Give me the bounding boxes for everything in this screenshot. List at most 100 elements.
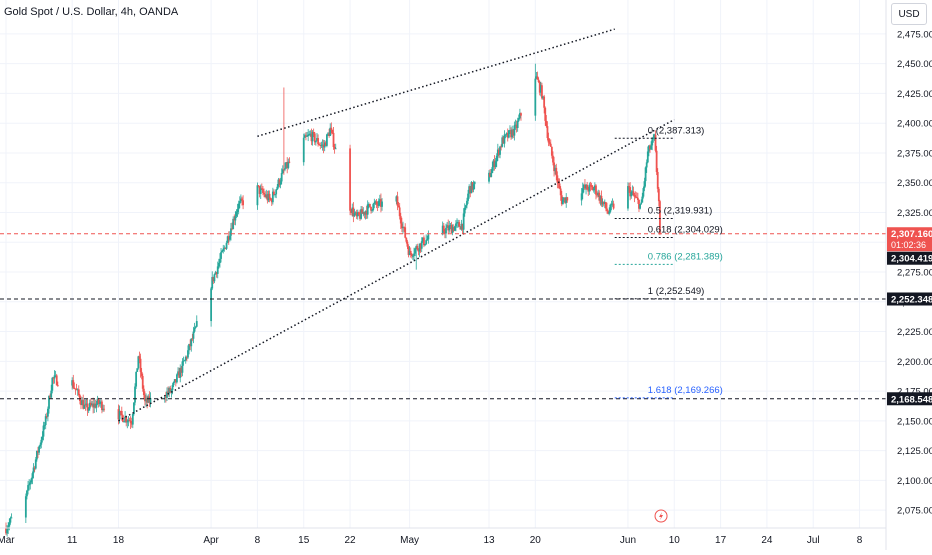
candle-body: [226, 236, 229, 243]
candle-body: [81, 400, 83, 406]
y-tick-label: 2,375.000: [897, 148, 932, 159]
candle-body: [408, 250, 411, 255]
candle-body: [313, 133, 316, 143]
candle-body: [219, 258, 221, 263]
candle-body: [549, 143, 552, 147]
candle-body: [88, 402, 91, 409]
candle-body: [467, 193, 469, 201]
candle-body: [561, 199, 564, 205]
candle-body: [84, 404, 87, 406]
candle-body: [553, 162, 555, 172]
y-tick-label: 2,325.000: [897, 208, 932, 219]
candle-body: [416, 246, 419, 250]
candle-body: [98, 403, 101, 405]
candle-body: [650, 145, 653, 150]
candle-body: [471, 182, 474, 190]
candle-body: [306, 136, 308, 137]
x-tick-label: 17: [715, 535, 727, 546]
candle-body: [71, 380, 74, 386]
candle-body: [395, 196, 398, 202]
candle-body: [421, 237, 424, 242]
candle-body: [170, 390, 173, 393]
candle-body: [356, 212, 359, 217]
candle-body: [103, 408, 106, 410]
candle-body: [597, 192, 600, 196]
candle-body: [397, 205, 400, 208]
candle-body: [172, 382, 175, 386]
candle-body: [163, 397, 166, 398]
candle-body: [464, 205, 467, 208]
candle-body: [354, 212, 357, 214]
candle-body: [126, 421, 129, 423]
candle-body: [6, 529, 9, 534]
candle-body: [447, 225, 450, 231]
candle-body: [423, 237, 425, 246]
candle-body: [370, 206, 372, 211]
candle-body: [269, 198, 272, 200]
candle-body: [350, 210, 353, 213]
candle-body: [445, 227, 447, 234]
candle-body: [463, 207, 466, 214]
candle-body: [654, 134, 657, 151]
candle-body: [462, 213, 465, 230]
candle-body: [29, 482, 32, 485]
candle-body: [230, 228, 232, 236]
candle-body: [330, 127, 333, 130]
candle-body: [141, 375, 144, 389]
candle-body: [413, 253, 415, 257]
candle-body: [227, 236, 230, 240]
candle-body: [128, 420, 131, 421]
candle-body: [127, 420, 130, 422]
candle-body: [303, 135, 306, 138]
candle-body: [280, 173, 283, 182]
candle-body: [41, 436, 44, 440]
candle-body: [257, 185, 260, 187]
candle-body: [78, 395, 81, 401]
candle-body: [95, 404, 98, 408]
currency-selector[interactable]: USD: [891, 3, 927, 25]
candle-body: [599, 195, 602, 201]
candle-body: [37, 450, 39, 453]
candle-body: [334, 148, 337, 150]
candle-body: [582, 184, 585, 189]
candle-body: [232, 218, 235, 230]
candle-body: [545, 120, 548, 127]
candle-body: [266, 194, 269, 201]
candle-body: [511, 129, 514, 138]
candle-body: [442, 225, 445, 232]
candle-body: [279, 181, 282, 185]
candle-body: [459, 226, 462, 230]
candle-body: [331, 129, 334, 133]
candle-body: [355, 212, 358, 217]
candle-body: [74, 388, 77, 390]
candle-body: [53, 375, 56, 379]
candle-body: [260, 188, 263, 190]
candle-body: [496, 149, 499, 156]
candle-body: [50, 390, 53, 398]
y-tick-label: 2,425.000: [897, 89, 932, 100]
candle-body: [265, 194, 268, 197]
candle-body: [365, 211, 368, 215]
candle-body: [134, 386, 136, 403]
x-tick-label: Apr: [203, 535, 219, 546]
candle-body: [518, 113, 521, 119]
candle-body: [627, 186, 629, 209]
candle-body: [652, 137, 655, 140]
candle-body: [10, 517, 13, 519]
candle-body: [187, 350, 189, 358]
candle-body: [558, 183, 561, 189]
candle-body: [80, 400, 82, 406]
candle-body: [544, 107, 547, 121]
candle-body: [653, 134, 656, 138]
candle-body: [183, 360, 186, 362]
y-tick-label: 2,400.000: [897, 119, 932, 130]
candle-body: [547, 138, 550, 143]
x-tick-label: May: [400, 535, 419, 546]
candle-body: [177, 371, 179, 375]
candle-body: [367, 203, 370, 205]
candle-body: [270, 199, 273, 203]
candle-body: [554, 167, 557, 172]
candle-body: [493, 160, 496, 167]
